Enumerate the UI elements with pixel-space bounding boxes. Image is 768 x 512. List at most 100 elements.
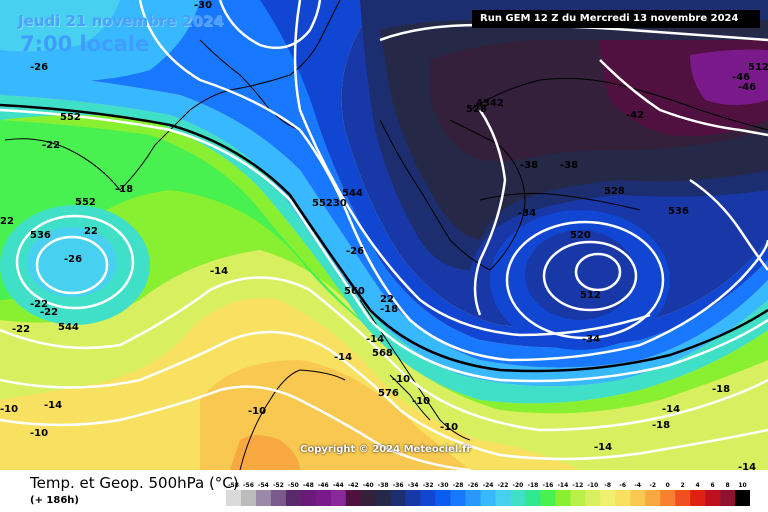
- scale-swatch: [495, 490, 511, 506]
- scale-tick-label: -48: [303, 482, 314, 489]
- scale-swatch: [525, 490, 541, 506]
- contour-label-c-26-low-w: -26: [64, 254, 82, 265]
- temp-band-aqua: [0, 95, 768, 404]
- contour-label-c-26-c: -26: [346, 246, 364, 257]
- isohypse-h: [473, 109, 507, 316]
- scale-swatch: [600, 490, 616, 506]
- scale-tick-label: -8: [604, 482, 611, 489]
- contour-label-c-552-w: 552: [60, 112, 81, 123]
- temperature-color-scale: -58 -56 -54 -52 -50 -48 -46 -44 -42 -40 -38 -36 -34-…: [226, 482, 750, 506]
- contour-label-c-34-e: -34: [518, 208, 536, 219]
- isohypse-k: [689, 178, 768, 271]
- scale-swatch: [510, 490, 526, 506]
- temp-band-deep-blue: [200, 0, 768, 348]
- contour-label-c-22-c: 22: [380, 294, 394, 305]
- isohypse-black-552: [0, 103, 768, 373]
- scale-tick-label: -20: [513, 482, 524, 489]
- contour-label-c-38-n: -38: [520, 160, 538, 171]
- scale-tick-label: -22: [498, 482, 509, 489]
- scale-swatch: [465, 490, 481, 506]
- scale-tick-label: -36: [393, 482, 404, 489]
- contour-label-c-512-ne: 512: [748, 62, 768, 73]
- contour-label-c-18-w: -18: [115, 184, 133, 195]
- contour-label-c-14-c2: -14: [334, 352, 352, 363]
- scale-tick-label: -2: [649, 482, 656, 489]
- isohypse-low-west-2: [35, 235, 109, 295]
- contour-label-c-22-far-w: 22: [0, 216, 14, 227]
- contour-label-c-30-top: -30: [194, 0, 212, 11]
- contour-label-c-552-w2: 552: [75, 197, 96, 208]
- greenland-coast-north: [199, 39, 301, 131]
- contour-label-c-10-sw3: -10: [248, 406, 266, 417]
- contour-label-c-46-ne2: -46: [738, 82, 756, 93]
- scale-tick-label: -16: [542, 482, 553, 489]
- scale-swatch: [405, 490, 421, 506]
- contour-label-c-528-n: 528: [466, 104, 487, 115]
- scale-tick-label: -44: [333, 482, 344, 489]
- scale-tick-label: 8: [725, 482, 729, 489]
- isohypse-i: [599, 59, 768, 137]
- scale-swatch: [285, 490, 302, 506]
- scale-tick-label: 4: [696, 482, 700, 489]
- isohypse-e: [138, 0, 768, 362]
- model-run-label: Run GEM 12 Z du Mercredi 13 novembre 202…: [472, 10, 760, 28]
- scale-swatch: [420, 490, 436, 506]
- contour-label-c-42-ne: -42: [626, 110, 644, 121]
- isohypse-a: [0, 108, 768, 383]
- contour-label-c-10-c: -10: [392, 374, 410, 385]
- contour-label-c-22-w4: -22: [40, 307, 58, 318]
- contour-label-c-560-c: 560: [344, 286, 365, 297]
- scale-tick-label: -18: [527, 482, 538, 489]
- contour-label-c-14-se: -14: [662, 404, 680, 415]
- contour-label-c-528-e: 528: [604, 186, 625, 197]
- scale-swatch: [735, 490, 750, 506]
- scale-tick-label: 6: [710, 482, 714, 489]
- contour-label-c-536-w: 536: [30, 230, 51, 241]
- contour-label-c-18-c: -18: [380, 304, 398, 315]
- scale-tick-label: -34: [408, 482, 419, 489]
- scale-tick-label: -14: [557, 482, 568, 489]
- scale-tick-label: -50: [288, 482, 299, 489]
- contour-label-c-576-c: 576: [378, 388, 399, 399]
- isohypse-d: [0, 385, 471, 470]
- contour-label-c-22-w2: 22: [84, 226, 98, 237]
- americas-coast: [239, 369, 346, 470]
- scale-tick-label: 0: [666, 482, 670, 489]
- scale-swatch: [555, 490, 571, 506]
- scale-swatch: [585, 490, 601, 506]
- legend-footer: Temp. et Geop. 500hPa (°C) (+ 186h) -58-…: [0, 470, 768, 512]
- temp-band-violet: [690, 49, 768, 105]
- isohypse-lines: [0, 0, 768, 470]
- scale-swatch: [450, 490, 466, 506]
- scale-tick-label: -30: [438, 482, 449, 489]
- scale-swatch: [540, 490, 556, 506]
- scale-swatch: [270, 490, 287, 506]
- scale-swatch: [615, 490, 631, 506]
- isohypse-low-west-1: [15, 214, 135, 310]
- scale-tick-label: -12: [572, 482, 583, 489]
- contour-label-c-55230-c: 55230: [312, 198, 347, 209]
- isohypse-low-east-1: [505, 220, 665, 340]
- scale-swatch: [705, 490, 721, 506]
- contour-label-c-10-sw2: -10: [30, 428, 48, 439]
- isohypse-f: [293, 0, 651, 337]
- isohypse-j: [218, 0, 322, 50]
- contour-label-c-10-c3: -10: [440, 422, 458, 433]
- copyright-text: Copyright © 2024 Meteociel.fr: [300, 444, 472, 455]
- forecast-time: 7:00 locale: [20, 32, 150, 56]
- contour-label-c-4342-n: 4342: [476, 98, 504, 109]
- contour-label-c-14-sw: -14: [44, 400, 62, 411]
- scale-swatch: [255, 490, 272, 506]
- scale-tick-label: -24: [483, 482, 494, 489]
- contour-label-c-520-low: 520: [570, 230, 591, 241]
- temp-band-yellow-green: [0, 250, 768, 470]
- europe-north-coast: [479, 192, 641, 211]
- contour-label-c-544-c: 544: [342, 188, 363, 199]
- contour-label-c-14-c: -14: [366, 334, 384, 345]
- scale-tick-label: 2: [681, 482, 685, 489]
- scale-swatch: [675, 490, 691, 506]
- scale-tick-label: -56: [243, 482, 254, 489]
- scale-tick-label: -28: [453, 482, 464, 489]
